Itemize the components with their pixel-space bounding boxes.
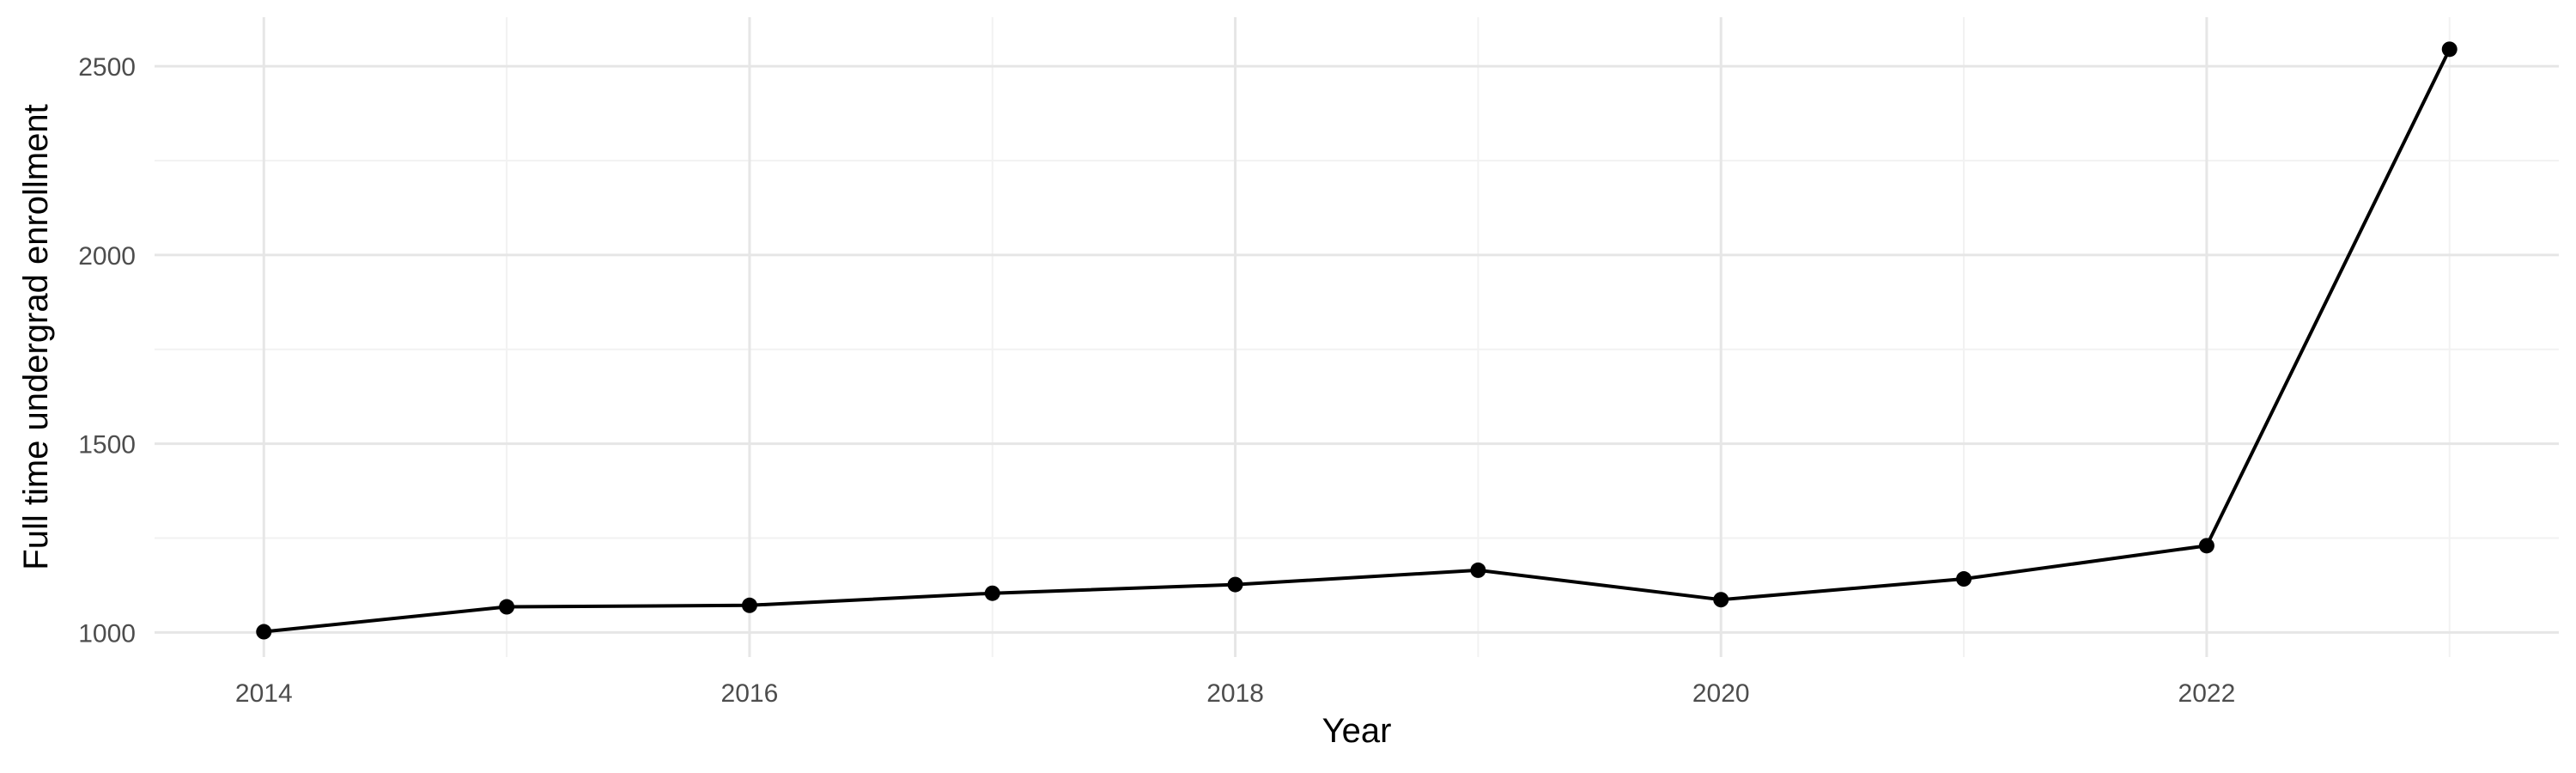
x-tick-label: 2014 xyxy=(235,679,293,708)
x-tick-label: 2016 xyxy=(721,679,779,708)
data-point xyxy=(256,624,272,640)
y-axis-title: Full time undergrad enrollment xyxy=(17,104,55,569)
data-point xyxy=(1227,576,1243,593)
x-tick-label: 2018 xyxy=(1206,679,1264,708)
data-point xyxy=(1470,562,1486,578)
y-tick-label: 2000 xyxy=(78,242,136,271)
data-point xyxy=(2441,41,2458,58)
data-point xyxy=(741,597,757,613)
data-point xyxy=(1713,592,1729,608)
y-tick-label: 1000 xyxy=(78,619,136,648)
x-tick-label: 2022 xyxy=(2178,679,2236,708)
data-point xyxy=(984,585,1000,601)
series-group xyxy=(256,41,2458,640)
data-point xyxy=(499,599,515,615)
y-axis-tick-labels: 1000 1500 2000 2500 xyxy=(78,53,136,648)
data-point xyxy=(2198,538,2215,554)
y-tick-label: 2500 xyxy=(78,53,136,82)
series-line xyxy=(264,48,2451,634)
x-tick-label: 2020 xyxy=(1692,679,1750,708)
x-axis-title: Year xyxy=(1322,712,1392,750)
minor-gridlines xyxy=(155,17,2559,657)
x-axis-tick-labels: 2014 2016 2018 2020 2022 xyxy=(235,679,2235,708)
data-point xyxy=(1956,571,1972,587)
y-tick-label: 1500 xyxy=(78,431,136,460)
